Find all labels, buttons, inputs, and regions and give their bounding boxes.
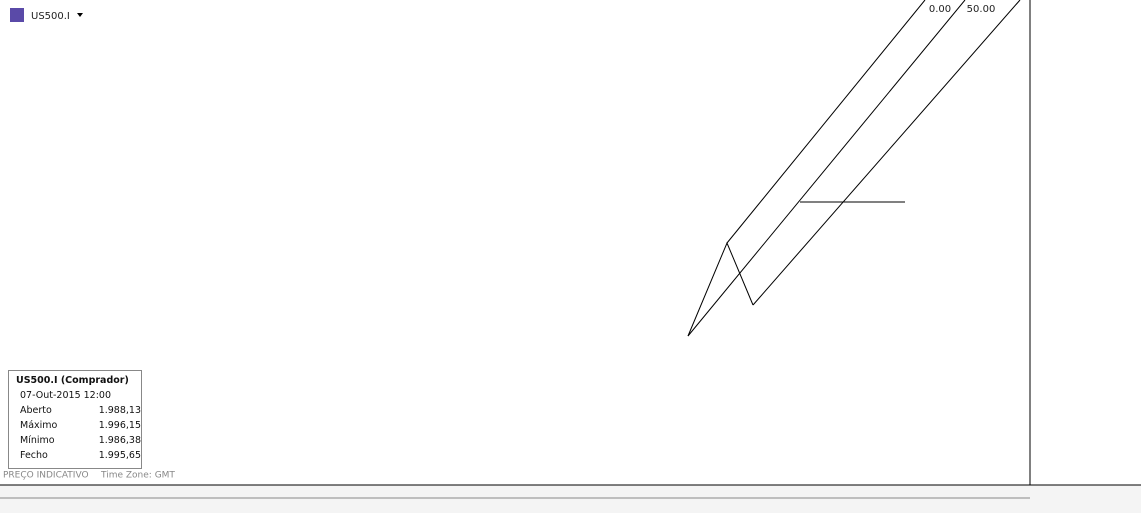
pitchfork <box>687 0 1021 337</box>
fork-pivots <box>687 241 754 337</box>
info-value: 1.986,38 <box>98 435 141 446</box>
symbol: US500.I <box>31 11 70 22</box>
info-row: Máximo 1.996,15 <box>20 419 141 432</box>
info-date: 07-Out-2015 12:00 <box>20 390 112 401</box>
fib-label: 50.00 <box>967 4 996 15</box>
time-axis <box>0 485 1141 513</box>
dropdown[interactable] <box>77 13 83 17</box>
info-box: US500.I (Comprador) 07-Out-2015 12:00 Ab… <box>8 370 142 469</box>
info-row: Fecho 1.995,65 <box>20 449 141 462</box>
info-value: 1.995,65 <box>98 450 141 461</box>
fib-label: 0.00 <box>929 4 951 15</box>
info-label: Aberto <box>20 405 52 416</box>
info-value: 1.988,13 <box>98 405 141 416</box>
info-label: Máximo <box>20 420 58 431</box>
fork-line <box>752 0 1021 306</box>
info-row: Mínimo 1.986,38 <box>20 434 141 447</box>
fork-line <box>726 0 926 244</box>
fork-line <box>687 0 966 337</box>
symbol-icon <box>10 8 24 22</box>
info-title: US500.I (Comprador) <box>16 375 129 386</box>
info-label: Fecho <box>20 450 48 461</box>
footer-note: Time Zone: GMT <box>100 471 175 481</box>
info-value: 1.996,15 <box>98 420 141 431</box>
info-label: Mínimo <box>20 435 55 446</box>
info-row: Aberto 1.988,13 <box>20 404 141 417</box>
footer-note: PREÇO INDICATIVO <box>3 471 89 481</box>
